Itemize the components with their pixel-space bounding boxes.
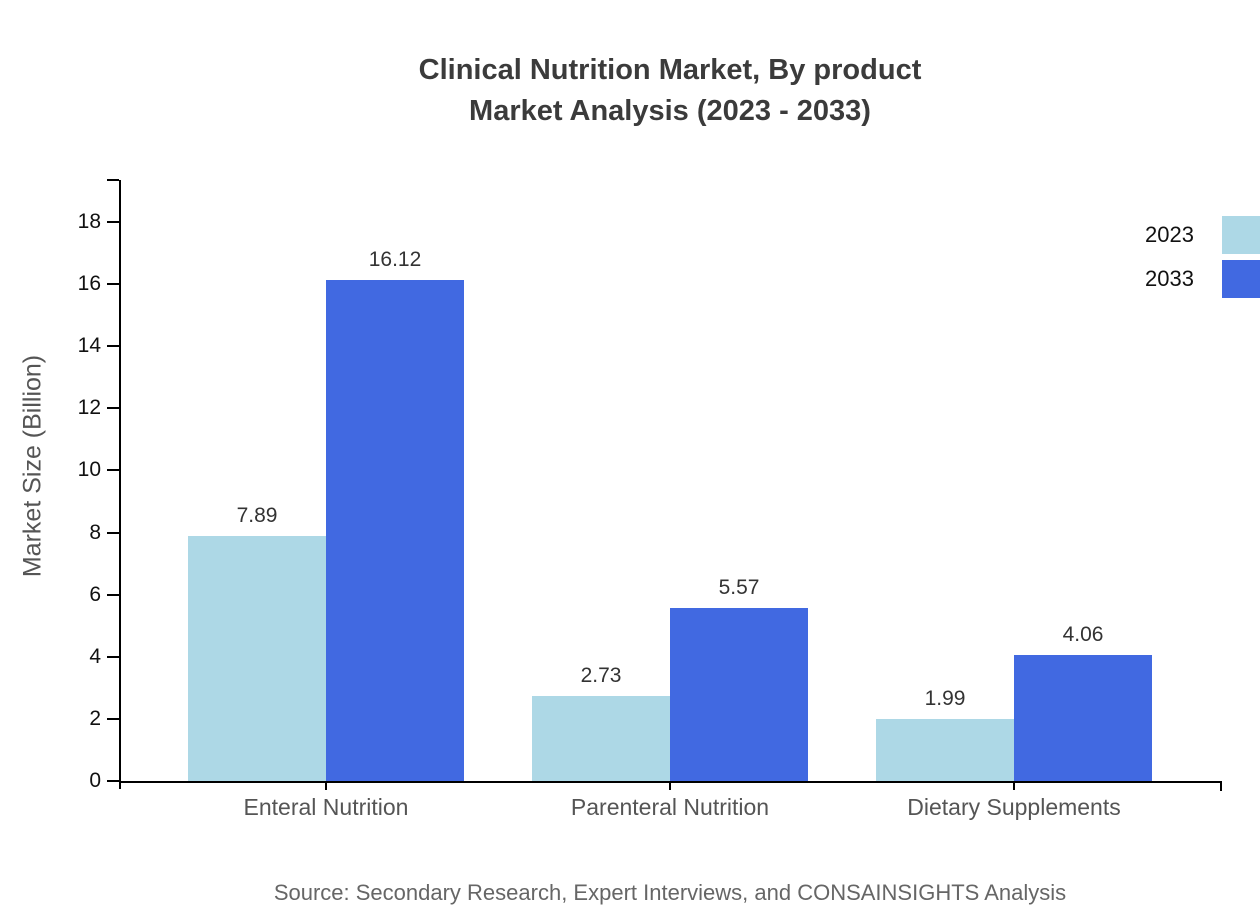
bar-value-label: 16.12 [368,248,422,271]
bar-2023 [188,536,326,781]
x-axis-right-end-tick [1220,781,1222,791]
y-axis-tick-label: 10 [77,458,101,481]
y-axis-top-end-tick [107,179,119,181]
x-axis-tick [325,781,327,790]
category-label: Enteral Nutrition [243,794,409,820]
bar-2023 [876,719,1014,781]
category-label: Dietary Supplements [907,794,1121,820]
y-axis-tick-label: 6 [89,583,101,606]
bar-2033 [1014,655,1152,781]
bar-value-label: 1.99 [924,687,966,710]
legend: 2023 2033 [1145,216,1260,298]
y-axis-tick [107,656,119,658]
legend-label: 2023 [1145,222,1194,247]
y-axis-tick [107,345,119,347]
plot-area: 0 2 4 6 8 10 12 14 16 18 7.89 16.12 Enteral Nutritio… [78,179,1222,820]
bar-value-label: 4.06 [1062,623,1104,646]
y-axis-tick [107,283,119,285]
y-axis-tick-label: 8 [89,521,101,544]
bar-2023 [532,696,670,781]
x-axis-left-end-tick [119,781,121,789]
y-axis-tick-label: 2 [89,707,101,730]
chart-title: Clinical Nutrition Market, By product Ma… [80,50,1260,132]
legend-label: 2033 [1145,266,1194,291]
y-axis-tick [107,469,119,471]
y-axis-tick [107,221,119,223]
y-axis-tick [107,780,119,782]
y-axis-tick-label: 4 [89,645,101,668]
x-axis-tick [1013,781,1015,790]
y-axis-tick-label: 18 [77,210,101,233]
y-axis-tick-label: 0 [89,769,101,792]
chart-title-line2: Market Analysis (2023 - 2033) [469,95,871,127]
bar-2033 [670,608,808,781]
bar-value-label: 7.89 [236,504,278,527]
category-label: Parenteral Nutrition [570,794,770,820]
y-axis-tick [107,594,119,596]
legend-item-2023: 2023 [1145,216,1260,254]
bar-value-label: 2.73 [580,664,622,687]
y-axis-tick-label: 16 [77,272,101,295]
y-axis-tick [107,407,119,409]
chart-title-line1: Clinical Nutrition Market, By product [418,54,922,86]
legend-swatch [1222,260,1260,298]
y-axis-tick-label: 12 [77,396,101,419]
source-note: Source: Secondary Research, Expert Inter… [273,880,1067,905]
y-axis-tick [107,532,119,534]
y-axis-tick [107,718,119,720]
bar-2033 [326,280,464,781]
y-axis-tick-label: 14 [77,334,101,357]
legend-swatch [1222,216,1260,254]
x-axis-tick [669,781,671,790]
legend-item-2033: 2033 [1145,260,1260,298]
bar-value-label: 5.57 [718,576,760,599]
